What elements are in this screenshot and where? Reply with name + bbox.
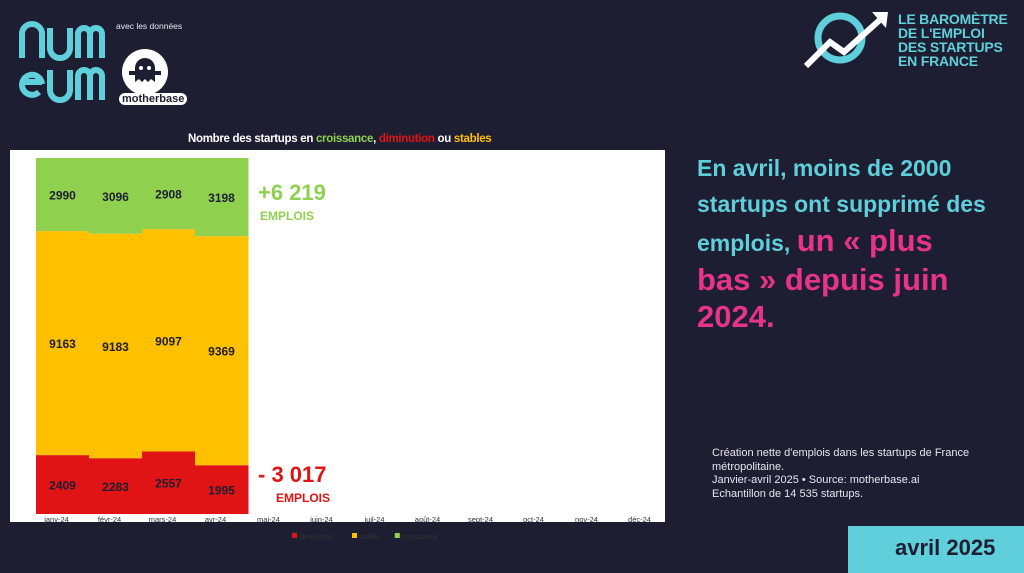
bar-croissance-3 [195, 158, 249, 237]
x-tick-label: août-24 [415, 515, 440, 524]
barometer-growth-icon [803, 12, 888, 69]
bar-diminution-3 [195, 465, 249, 514]
legend-swatch [394, 533, 400, 538]
legend-label: diminution [299, 532, 333, 541]
labels-layer: 2409 9163 2990 2283 9183 3096 2557 9097 2908 1995… [49, 188, 235, 498]
bar-croissance-0 [36, 158, 90, 232]
date-badge [848, 526, 1024, 573]
headline-line: En avril, moins de 2000 [697, 155, 952, 181]
loss-annotation-value: - 3 017 [258, 462, 327, 487]
bar-diminution-1 [89, 458, 143, 514]
legend-swatch [352, 533, 357, 538]
barometer-line: DE L'EMPLOI [898, 25, 985, 41]
x-tick-label: avr-24 [205, 515, 226, 524]
x-tick-label: nov-24 [575, 515, 598, 524]
avec-les-donnees-label: avec les données [116, 21, 183, 31]
legend-label: stable [359, 532, 379, 541]
chart-title-part: Nombre des startups en [188, 133, 316, 145]
bar-value-label: 9163 [49, 337, 76, 351]
barometer-title: LE BAROMÈTRE DE L'EMPLOI DES STARTUPS EN… [898, 12, 1018, 68]
bar-stable-0 [36, 231, 90, 456]
legend-label: croissance [402, 532, 438, 541]
x-tick-label: janv-24 [43, 515, 69, 524]
bar-value-label: 9097 [155, 334, 182, 348]
bar-value-label: 1995 [208, 484, 235, 498]
bar-stable-2 [142, 229, 196, 452]
x-tick-label: févr-24 [98, 515, 121, 524]
legend-swatch [292, 533, 297, 538]
chart-title: Nombre des startups en croissance, dimin… [188, 133, 492, 145]
bar-stable-1 [89, 233, 143, 459]
bar-stable-3 [195, 236, 249, 466]
headline-highlight: un « plus [796, 223, 933, 258]
bar-croissance-1 [89, 158, 143, 234]
chart-title-part: diminution [378, 133, 435, 145]
x-tick-label: déc-24 [628, 515, 651, 524]
x-tick-label: sept-24 [468, 515, 493, 524]
numeum-logo [19, 21, 105, 103]
bar-croissance-2 [142, 158, 196, 230]
chart-title-part: croissance [315, 133, 374, 145]
headline-line: startups ont supprimé des [697, 191, 986, 217]
headline: En avril, moins de 2000 startups ont sup… [697, 150, 1007, 335]
note-line: Janvier-avril 2025 • Source: motherbase.… [712, 474, 920, 486]
chart-title-part: ou [434, 133, 454, 145]
bar-value-label: 2990 [49, 189, 76, 203]
legend: diminution stable croissance [292, 532, 438, 541]
bar-value-label: 2557 [155, 477, 182, 491]
barometer-line: LE BAROMÈTRE [898, 11, 1008, 27]
barometer-line: DES STARTUPS [898, 39, 1003, 55]
x-axis-ticks: janv-24 févr-24 mars-24 avr-24 mai-24 juin-24… [43, 515, 651, 524]
headline-highlight: 2024. [697, 299, 775, 334]
bar-diminution-2 [142, 451, 196, 514]
headline-highlight: bas » depuis juin [697, 262, 949, 297]
x-tick-label: juil-24 [363, 515, 384, 524]
barometer-line: EN FRANCE [898, 53, 978, 69]
loss-annotation-unit: EMPLOIS [276, 491, 330, 505]
x-tick-label: mai-24 [257, 515, 280, 524]
bar-value-label: 2908 [155, 188, 182, 202]
gain-annotation-value: +6 219 [258, 180, 326, 205]
bar-value-label: 2283 [102, 480, 129, 494]
x-tick-label: mars-24 [149, 515, 177, 524]
bars-layer [36, 158, 249, 514]
note-line: métropolitaine. [712, 460, 785, 473]
bar-value-label: 9369 [208, 345, 235, 359]
bar-value-label: 9183 [102, 340, 129, 354]
x-tick-label: juin-24 [309, 515, 333, 524]
bar-diminution-0 [36, 455, 90, 514]
stacked-bar-chart: 2409 9163 2990 2283 9183 3096 2557 9097 2908 1995… [10, 150, 665, 541]
bar-value-label: 2409 [49, 479, 76, 493]
date-badge-label: avril 2025 [895, 535, 996, 560]
note-line: Création nette d'emplois dans les startu… [712, 447, 970, 459]
bar-value-label: 3096 [102, 190, 129, 204]
x-tick-label: oct-24 [523, 515, 544, 524]
note-line: Echantillon de 14 535 startups. [712, 487, 864, 500]
headline-line: emplois, [697, 230, 797, 256]
gain-annotation-unit: EMPLOIS [260, 209, 314, 223]
chart-title-part: stables [453, 133, 492, 145]
bar-value-label: 3198 [208, 191, 235, 205]
motherbase-ghost-icon [122, 49, 168, 95]
source-note: Création nette d'emplois dans les startu… [712, 447, 992, 501]
chart-title-part: , [373, 133, 379, 145]
motherbase-label: motherbase [119, 93, 188, 105]
